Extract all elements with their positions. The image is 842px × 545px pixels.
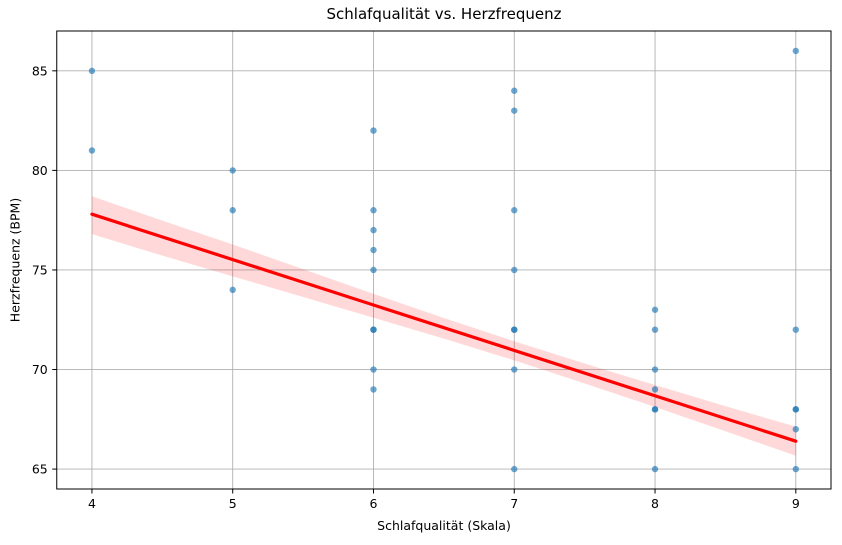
y-tick-label: 75 [32,262,48,277]
data-point [511,326,518,333]
data-point [88,67,96,75]
data-point [511,207,518,214]
data-point [792,47,800,55]
x-tick-label: 4 [88,496,96,511]
data-point [792,326,800,333]
data-point [88,147,96,154]
data-point [511,87,518,94]
regression-line [90,212,798,443]
data-point [792,465,800,473]
data-point [229,286,236,294]
data-point [370,127,377,134]
data-point [511,465,518,473]
x-tick-label: 8 [651,496,659,511]
confidence-band [91,196,796,456]
plot-border [56,30,832,490]
y-tick-label: 85 [32,63,48,78]
x-tick-label: 9 [792,496,800,511]
data-point [651,326,659,333]
data-point [370,226,377,234]
data-point [370,386,377,393]
x-tick-label: 5 [229,496,237,511]
y-tick-label: 80 [32,163,48,178]
data-point [651,465,659,473]
data-point [370,266,377,274]
x-tick-label: 7 [510,496,518,511]
data-point [792,406,800,413]
x-tick-label: 6 [370,496,378,511]
y-tick-label: 65 [32,462,48,477]
data-point [792,426,800,433]
data-point [511,266,518,274]
data-point [651,386,659,393]
data-point [651,406,659,413]
data-point [511,107,518,114]
x-axis-label: Schlafqualität (Skala) [377,518,511,533]
data-point [651,366,659,373]
data-point [651,306,659,313]
data-point [370,326,377,333]
data-point [229,167,236,174]
data-point [229,207,236,214]
y-tick-label: 70 [32,362,48,377]
data-point [370,207,377,214]
chart-title: Schlafqualität vs. Herzfrequenz [326,5,562,23]
data-point [511,366,518,373]
data-point [370,246,377,254]
data-point [370,366,377,373]
y-axis-label: Herzfrequenz (BPM) [7,197,23,323]
